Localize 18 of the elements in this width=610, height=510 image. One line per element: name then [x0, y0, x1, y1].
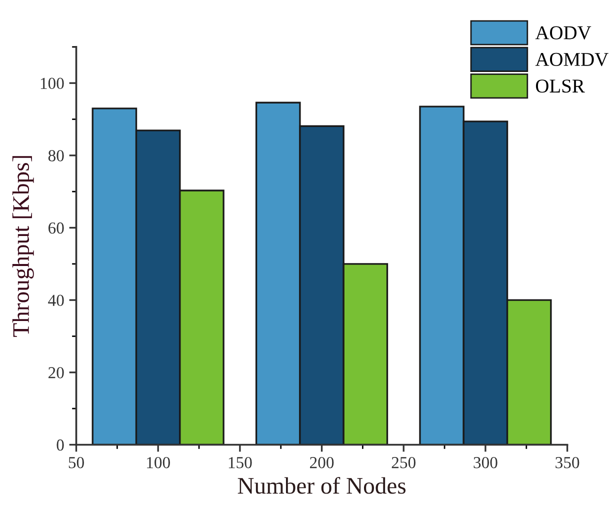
x-tick-label: 150 — [228, 457, 252, 468]
y-tick-label: 80 — [48, 150, 64, 162]
x-tick-label: 200 — [310, 457, 334, 468]
x-tick-label: 300 — [474, 457, 498, 468]
y-tick-label: 100 — [40, 78, 64, 90]
legend-label: AOMDV — [535, 52, 608, 66]
y-tick-label: 20 — [48, 367, 64, 378]
y-tick-label: 40 — [48, 294, 64, 306]
y-axis-title: Throughput [Kbps] — [12, 156, 34, 337]
x-tick-label: 50 — [68, 457, 84, 468]
x-tick-label: 100 — [147, 457, 170, 468]
y-tick-label: 0 — [56, 439, 64, 451]
x-tick-label: 350 — [556, 457, 580, 468]
legend-label: AODV — [535, 26, 592, 40]
x-axis-title: Number of Nodes — [238, 476, 406, 494]
legend-label: OLSR — [536, 80, 585, 93]
x-tick-label: 250 — [392, 457, 416, 468]
y-tick-label: 60 — [48, 222, 64, 234]
